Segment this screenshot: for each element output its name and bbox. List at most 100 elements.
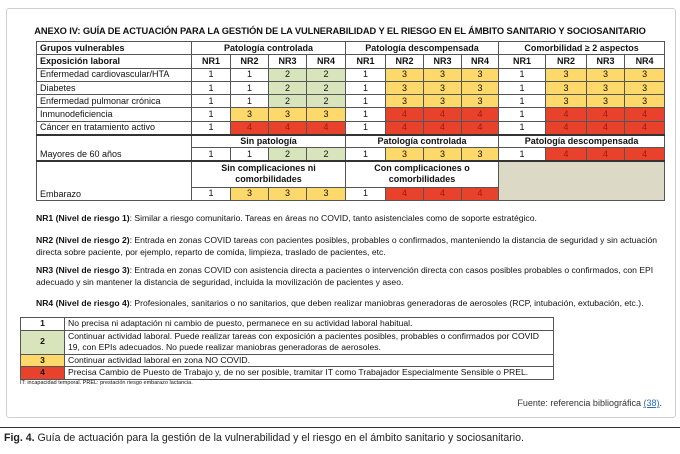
risk-cell: 1 — [345, 120, 387, 136]
risk-cell: 3 — [586, 94, 626, 109]
nr-header: NR4 — [461, 54, 500, 69]
risk-cell: 3 — [624, 80, 666, 96]
risk-cell: 1 — [191, 67, 231, 82]
risk-cell: 4 — [423, 186, 463, 201]
group-header: Patología descompensada — [345, 40, 500, 56]
risk-cell: 2 — [305, 147, 347, 162]
risk-cell: 1 — [345, 80, 387, 96]
source-reference-link[interactable]: (38) — [643, 398, 660, 408]
risk-cell: 1 — [230, 67, 269, 82]
embarazo-group-row: Embarazo Sin complicaciones ni comorbilid… — [36, 160, 666, 201]
source-note: Fuente: referencia bibliográfica (38). — [517, 398, 662, 408]
risk-cell: 4 — [586, 107, 626, 122]
risk-cell: 4 — [545, 107, 588, 122]
figure-frame — [6, 8, 676, 418]
exposure-label: Exposición laboral — [36, 54, 192, 69]
footnote: IT: incapacidad temporal. PREL: prestaci… — [20, 380, 193, 386]
risk-cell: 2 — [305, 94, 347, 109]
risk-cell: 2 — [268, 94, 307, 109]
risk-cell: 1 — [498, 80, 547, 96]
risk-cell: 3 — [624, 94, 666, 109]
risk-cell: 4 — [423, 107, 463, 122]
source-suffix: . — [659, 398, 662, 408]
group-header: Comorbilidad ≥ 2 aspectos — [498, 40, 666, 56]
risk-cell: 1 — [345, 107, 387, 122]
risk-cell: 3 — [423, 67, 463, 82]
risk-cell: 2 — [268, 147, 307, 162]
risk-cell: 1 — [345, 67, 387, 82]
row-label: Diabetes — [36, 80, 192, 96]
risk-cell: 3 — [385, 80, 425, 96]
risk-cell: 2 — [305, 67, 347, 82]
risk-cell: 3 — [586, 80, 626, 96]
group-header: Con complicaciones o comorbilidades — [345, 160, 500, 188]
table-row: Enfermedad cardiovascular/HTA 1 1 2 2 1 3 3 3 1 3 3… — [36, 67, 666, 82]
risk-cell: 4 — [586, 120, 626, 136]
risk-level-2: NR2 (Nivel de riesgo 2): Entrada en zona… — [36, 234, 666, 258]
header-row: Grupos vulnerables Patología controlada Pa… — [36, 40, 666, 56]
row-label: Embarazo — [36, 160, 192, 201]
risk-level-term: NR1 (Nivel de riesgo 1) — [36, 213, 130, 223]
nr-header: NR4 — [305, 54, 347, 69]
nr-header: NR1 — [191, 54, 231, 69]
caption-divider — [0, 427, 680, 428]
risk-cell: 4 — [545, 120, 588, 136]
risk-cell: 1 — [230, 147, 269, 162]
risk-cell: 3 — [305, 107, 347, 122]
risk-cell: 1 — [191, 94, 231, 109]
risk-level-text: : Entrada en zonas COVID tareas con paci… — [36, 235, 658, 257]
risk-cell: 3 — [423, 80, 463, 96]
nr-header: NR4 — [624, 54, 666, 69]
risk-cell: 2 — [268, 67, 307, 82]
risk-cell: 3 — [545, 80, 588, 96]
risk-cell: 4 — [624, 107, 666, 122]
legend-row: 3 Continuar actividad laboral en zona NO … — [20, 353, 554, 367]
annex-title: ANEXO IV: GUÍA DE ACTUACIÓN PARA LA GEST… — [34, 26, 646, 36]
nr-header: NR3 — [268, 54, 307, 69]
risk-cell: 3 — [461, 94, 500, 109]
row-label: Enfermedad cardiovascular/HTA — [36, 67, 192, 82]
risk-cell: 4 — [461, 186, 500, 201]
legend-level: 2 — [20, 329, 65, 355]
risk-cell: 3 — [461, 67, 500, 82]
risk-level-term: NR3 (Nivel de riesgo 3) — [36, 265, 130, 275]
risk-cell: 1 — [345, 186, 387, 201]
legend-description: Precisa Cambio de Puesto de Trabajo y, d… — [64, 366, 554, 380]
risk-cell: 4 — [305, 120, 347, 136]
legend-description: No precisa ni adaptación ni cambio de pu… — [64, 317, 554, 331]
table-row: Cáncer en tratamiento activo 1 4 4 4 1 4 4 4 1 4 4 4 — [36, 120, 666, 136]
risk-cell: 4 — [624, 120, 666, 136]
nr-header: NR2 — [385, 54, 425, 69]
legend-level: 1 — [20, 317, 65, 331]
mayores-group-row: Mayores de 60 años Sin patología Patología… — [36, 133, 666, 162]
risk-cell: 4 — [423, 120, 463, 136]
group-header: Sin complicaciones ni comorbilidades — [190, 160, 347, 188]
risk-cell: 4 — [461, 120, 500, 136]
risk-cell: 4 — [385, 186, 425, 201]
nr-header: NR1 — [345, 54, 387, 69]
risk-cell: 1 — [230, 80, 269, 96]
risk-cell: 4 — [461, 107, 500, 122]
row-label: Mayores de 60 años — [36, 133, 192, 162]
risk-cell: 1 — [191, 80, 231, 96]
risk-cell: 1 — [498, 120, 547, 136]
risk-cell: 3 — [586, 67, 626, 82]
risk-cell: 1 — [191, 107, 231, 122]
figure-caption: Fig. 4. Guía de actuación para la gestió… — [4, 432, 524, 444]
risk-cell: 3 — [423, 94, 463, 109]
risk-cell: 3 — [385, 147, 425, 162]
risk-cell: 3 — [268, 107, 307, 122]
risk-cell: 4 — [545, 147, 588, 162]
risk-cell: 3 — [230, 107, 269, 122]
risk-level-text: : Profesionales, sanitarios o no sanitar… — [129, 298, 644, 308]
risk-cell: 4 — [385, 107, 425, 122]
risk-cell: 4 — [230, 120, 269, 136]
legend-row: 2 Continuar actividad laboral. Puede real… — [20, 329, 554, 355]
risk-cell: 2 — [305, 80, 347, 96]
risk-cell: 4 — [385, 120, 425, 136]
risk-cell: 1 — [498, 147, 547, 162]
risk-cell: 2 — [268, 80, 307, 96]
legend-row: 1 No precisa ni adaptación ni cambio de p… — [20, 317, 554, 331]
risk-cell: 3 — [624, 67, 666, 82]
